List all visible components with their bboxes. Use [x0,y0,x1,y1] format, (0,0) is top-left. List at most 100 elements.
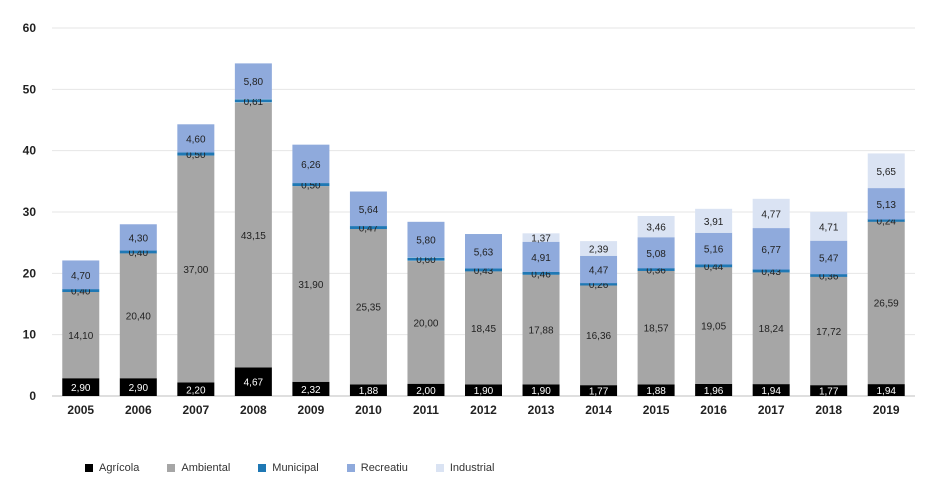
data-label: 1,77 [819,387,839,398]
x-tick-label: 2006 [125,403,152,417]
bar-segment-municipal [810,273,848,277]
legend-label: Ambiental [181,462,231,474]
bar-segment-recreatiu [752,228,790,270]
bar-segment-industrial [867,153,905,189]
x-tick-label: 2008 [240,403,267,417]
bar-segment-municipal [349,226,387,230]
data-label: 5,64 [359,205,379,216]
data-label: 0,47 [359,224,379,235]
data-label: 18,45 [471,324,496,335]
bar-segment-agrícola [349,384,387,396]
bar-segment-recreatiu [867,188,905,220]
data-label: 31,90 [298,280,323,291]
data-label: 0,36 [819,271,839,282]
legend-label: Agrícola [99,462,140,474]
data-label: 5,80 [244,77,264,88]
bar-segment-recreatiu [810,240,848,275]
data-label: 0,46 [531,269,551,280]
data-label: 20,40 [126,312,151,323]
data-label: 4,70 [71,271,91,282]
data-label: 5,08 [646,249,666,260]
data-label: 1,94 [876,386,896,397]
legend-swatch [85,464,93,472]
bar-segment-agrícola [867,384,905,396]
data-label: 4,60 [186,134,206,145]
data-label: 4,77 [761,209,781,220]
bar-segment-municipal [752,269,790,273]
legend-label: Municipal [272,462,319,474]
x-tick-label: 2011 [413,403,439,417]
bar-segment-municipal [637,267,675,271]
bar-segment-agrícola [752,384,790,396]
x-tick-label: 2007 [182,403,209,417]
data-label: 1,37 [531,234,551,245]
data-label: 17,88 [529,326,554,337]
legend-item: Industrial [435,462,494,474]
data-label: 0,24 [876,216,896,227]
bar-segment-recreatiu [695,232,733,265]
x-tick-label: 2005 [67,403,94,417]
data-label: 25,35 [356,303,381,314]
data-label: 1,94 [761,386,781,397]
data-label: 19,05 [701,322,726,333]
y-tick-label: 50 [23,82,37,96]
data-label: 5,80 [416,236,436,247]
data-label: 0,43 [761,267,781,278]
data-label: 2,39 [589,244,609,255]
data-label: 20,00 [413,318,438,329]
data-label: 2,90 [71,383,91,394]
data-label: 0,36 [646,265,666,276]
data-label: 0,50 [301,181,321,192]
bar-segment-recreatiu [637,237,675,269]
legend-item: Ambiental [167,462,230,474]
bar-segment-agrícola [292,381,330,396]
data-label: 1,90 [474,386,494,397]
x-tick-label: 2013 [528,403,555,417]
bar-segment-industrial [522,233,560,242]
x-tick-label: 2012 [470,403,497,417]
data-label: 6,26 [301,160,321,171]
bar-segment-industrial [810,211,848,241]
bar-segment-municipal [177,152,215,156]
data-label: 0,43 [474,266,494,277]
data-label: 4,30 [129,233,149,244]
bar-segment-ambiental [695,267,733,384]
bar-segment-agrícola [580,385,618,396]
data-label: 1,77 [589,387,609,398]
bar-segment-recreatiu [292,144,330,184]
data-label: 0,40 [129,248,149,259]
data-label: 2,90 [129,383,149,394]
legend-swatch [258,464,267,472]
bar-segment-agrícola [465,384,502,396]
bar-segment-ambiental [234,102,272,368]
data-label: 4,91 [531,253,551,264]
bar-segment-ambiental [810,276,848,386]
bar-segment-recreatiu [580,255,618,284]
legend-item: Municipal [258,462,319,474]
x-tick-label: 2015 [643,403,670,417]
bar-segment-agrícola [522,384,560,396]
legend-swatch [435,464,444,472]
bar-segment-ambiental [407,261,445,384]
data-label: 1,88 [359,386,379,397]
bar-segment-ambiental [292,186,330,382]
bar-segment-ambiental [119,253,157,379]
x-tick-label: 2017 [758,403,785,417]
bar-segment-ambiental [580,284,618,386]
data-label: 5,47 [819,253,839,264]
y-tick-label: 10 [23,328,37,342]
data-label: 0,44 [704,262,724,273]
x-tick-label: 2019 [873,403,900,417]
bar-segment-industrial [695,208,733,233]
data-label: 0,26 [589,280,609,291]
data-label: 5,16 [704,245,724,256]
y-tick-label: 0 [29,389,36,403]
bar-segment-municipal [695,264,733,268]
legend-item: Recreatiu [346,462,408,474]
data-label: 16,36 [586,331,611,342]
data-label: 0,60 [416,255,436,266]
data-label: 43,15 [241,231,266,242]
y-tick-label: 60 [23,21,37,35]
data-label: 2,00 [416,386,436,397]
bar-segment-industrial [580,241,618,256]
